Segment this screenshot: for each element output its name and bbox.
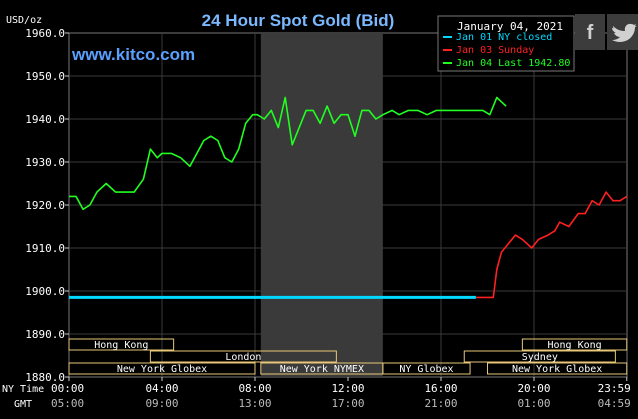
x-axis: NY Time GMT 00:00 05:00 04:00 09:00 08:00 13:00… xyxy=(2,377,631,410)
session-bar: New York Globex xyxy=(487,362,628,375)
y-tick-label: 1890.0 xyxy=(25,328,65,341)
session-label: Hong Kong xyxy=(547,340,601,351)
y-tick-label: 1910.0 xyxy=(25,242,65,255)
session-box xyxy=(149,350,337,363)
y-tick-label: 1920.0 xyxy=(25,199,65,212)
chart-title: 24 Hour Spot Gold (Bid) xyxy=(202,11,395,30)
y-tick-label: 1960.0 xyxy=(25,27,65,40)
session-box xyxy=(487,362,628,375)
x-tick-label-gmt: 01:00 xyxy=(517,397,550,410)
session-bar: Hong Kong xyxy=(68,338,175,351)
session-bar: Hong Kong xyxy=(521,338,628,351)
legend-entry: Jan 04 Last 1942.80 xyxy=(456,58,570,69)
session-label: New York Globex xyxy=(117,364,207,375)
session-bar: London xyxy=(149,350,337,363)
gridlines xyxy=(69,33,627,377)
y-tick-label: 1930.0 xyxy=(25,156,65,169)
x-tick-label-gmt: 09:00 xyxy=(145,397,178,410)
series-line xyxy=(475,191,628,299)
legend-date: January 04, 2021 xyxy=(457,20,563,33)
kitco-watermark: www.kitco.com xyxy=(71,45,195,64)
x-tick-label-ny: 16:00 xyxy=(424,382,457,395)
y-tick-label: 1950.0 xyxy=(25,70,65,83)
x-tick-label-ny: 12:00 xyxy=(331,382,364,395)
session-bar: NY Globex xyxy=(382,362,471,375)
x-tick-label-ny: 23:59 xyxy=(598,382,631,395)
facebook-button[interactable] xyxy=(575,14,605,50)
x-axis-row2-label: GMT xyxy=(14,399,32,410)
series-line xyxy=(69,96,507,211)
session-box xyxy=(68,362,256,375)
session-bar: Sydney xyxy=(463,350,616,363)
session-label: London xyxy=(225,352,261,363)
session-label: New York Globex xyxy=(512,364,602,375)
y-tick-label: 1940.0 xyxy=(25,113,65,126)
session-box xyxy=(382,362,471,375)
twitter-bird-icon xyxy=(612,23,637,42)
x-tick-label-ny: 04:00 xyxy=(145,382,178,395)
y-tick-label: 1900.0 xyxy=(25,285,65,298)
social-buttons: f xyxy=(575,14,638,50)
price-series xyxy=(69,96,628,299)
y-tick-label: 1880.0 xyxy=(25,371,65,384)
legend-entries: Jan 01 NY closed Jan 03 Sunday Jan 04 Last… xyxy=(443,32,570,69)
legend: January 04, 2021 Jan 01 NY closed Jan 03 … xyxy=(437,15,575,72)
session-box xyxy=(521,338,628,351)
session-label: NY Globex xyxy=(399,364,453,375)
x-tick-label-gmt: 17:00 xyxy=(331,397,364,410)
legend-entry: Jan 03 Sunday xyxy=(456,45,534,56)
x-tick-label-gmt: 04:59 xyxy=(598,397,631,410)
legend-box xyxy=(437,15,575,72)
session-label: Sydney xyxy=(522,352,558,363)
y-axis-label: USD/oz xyxy=(6,15,42,26)
legend-entry: Jan 01 NY closed xyxy=(456,32,552,43)
y-axis-ticks: 1960.0 1950.0 1940.0 1930.0 1920.0 1910.0 1900… xyxy=(25,27,69,384)
facebook-icon: f xyxy=(587,22,594,44)
session-bar: New York Globex xyxy=(68,362,256,375)
x-tick-label-gmt: 13:00 xyxy=(238,397,271,410)
x-tick-label-ny: 20:00 xyxy=(517,382,550,395)
session-box xyxy=(463,350,616,363)
x-tick-label-ny: 00:00 xyxy=(51,382,84,395)
x-tick-label-gmt: 05:00 xyxy=(51,397,84,410)
session-label: New York NYMEX xyxy=(280,364,364,375)
x-axis-row1-label: NY Time xyxy=(2,384,44,395)
x-tick-label-gmt: 21:00 xyxy=(424,397,457,410)
session-label: Hong Kong xyxy=(94,340,148,351)
session-box xyxy=(68,338,175,351)
x-tick-label-ny: 08:00 xyxy=(238,382,271,395)
